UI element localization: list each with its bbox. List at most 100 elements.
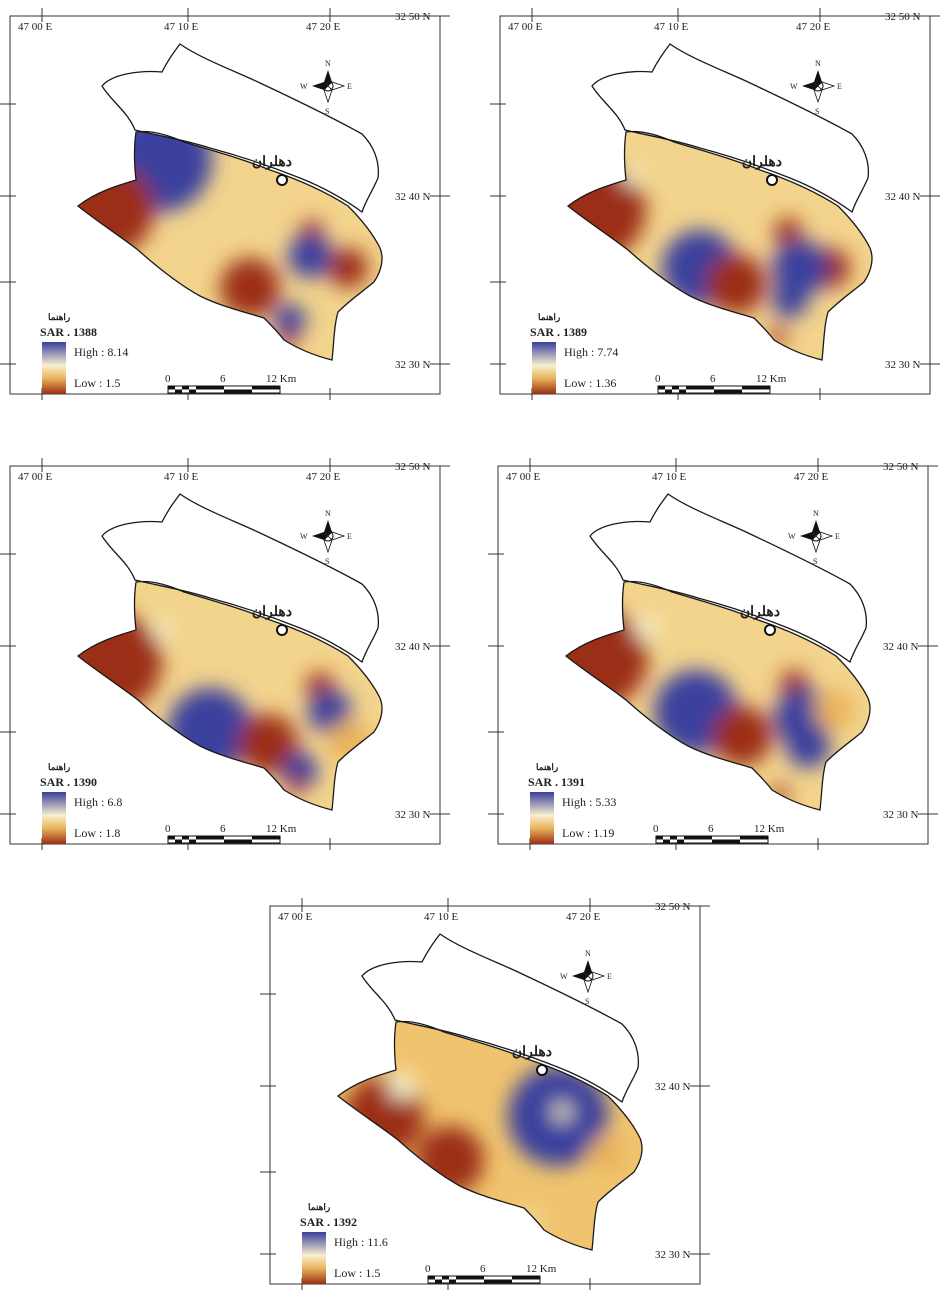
map-svg: 47 00 E 47 10 E 47 20 E 32 50 N 32 40 N …: [260, 898, 710, 1290]
compass-s: S: [325, 107, 329, 116]
legend: راهنما SAR . 1392 High : 11.6 Low : 1.5: [300, 1202, 388, 1284]
legend-heading: راهنما: [538, 312, 560, 323]
sar-spot: [78, 612, 162, 712]
lon-axis: 47 00 E 47 10 E 47 20 E: [508, 8, 831, 400]
northern-boundary: [591, 43, 870, 214]
city-label: دهلران: [512, 1045, 552, 1060]
scale-bar: 0 6 12 Km: [165, 823, 297, 844]
sar-spot: [786, 724, 830, 768]
northern-boundary: [101, 493, 380, 664]
sar-surface: [566, 581, 870, 810]
legend-heading: راهنما: [308, 1202, 330, 1213]
map-svg: 47 00 E 47 10 E 47 20 E 32 50 N 32 40 N …: [0, 458, 450, 850]
legend-title: SAR . 1388: [40, 325, 97, 339]
map-panel-4: 47 00 E 47 10 E 47 20 E 32 50 N 32 40 N …: [488, 450, 938, 850]
lat-label: 32 50 N: [885, 11, 921, 23]
compass-rose-icon: N S E W: [790, 59, 842, 116]
lat-label: 32 40 N: [885, 191, 921, 203]
scale-tick: 6: [710, 373, 716, 385]
sar-spot: [220, 258, 280, 318]
lon-label: 47 20 E: [306, 471, 341, 483]
city-label: دهلران: [742, 155, 782, 170]
scale-bar: 0 6 12 Km: [425, 1263, 557, 1284]
scale-tick: 12 Km: [754, 823, 785, 835]
lon-axis: 47 00 E 47 10 E 47 20 E: [18, 458, 341, 850]
legend: راهنما SAR . 1388 High : 8.14 Low : 1.5: [40, 312, 128, 394]
legend-heading: راهنما: [48, 312, 70, 323]
legend-low: Low : 1.8: [74, 826, 120, 840]
city-marker: دهلران: [252, 155, 292, 186]
lon-axis: 47 00 E 47 10 E 47 20 E: [506, 458, 829, 850]
compass-rose-icon: N S E W: [300, 59, 352, 116]
lat-axis: 32 50 N 32 40 N 32 30 N: [0, 461, 450, 821]
scale-bar: 0 6 12 Km: [653, 823, 785, 844]
sar-spot: [772, 240, 828, 296]
legend-high: High : 5.33: [562, 795, 616, 809]
lon-label: 47 20 E: [794, 471, 829, 483]
compass-n: N: [815, 59, 821, 68]
scale-tick: 0: [165, 823, 171, 835]
scale-tick: 0: [653, 823, 659, 835]
legend: راهنما SAR . 1391 High : 5.33 Low : 1.19: [528, 762, 616, 844]
lat-label: 32 30 N: [883, 809, 919, 821]
compass-w: W: [560, 972, 568, 981]
northern-boundary: [361, 933, 640, 1104]
map-frame: [269, 905, 701, 1285]
city-label: دهلران: [252, 605, 292, 620]
compass-n: N: [813, 509, 819, 518]
northern-boundary: [589, 493, 868, 664]
map-panel-2: 47 00 E 47 10 E 47 20 E 32 50 N 32 40 N …: [490, 0, 940, 400]
sar-spot: [78, 164, 154, 256]
sar-spot: [706, 254, 766, 314]
lon-label: 47 20 E: [306, 21, 341, 33]
compass-rose-icon: N S E W: [560, 949, 612, 1006]
lat-label: 32 40 N: [395, 641, 431, 653]
city-marker: دهلران: [512, 1045, 552, 1076]
city-marker: دهلران: [742, 155, 782, 186]
lat-axis: 32 50 N 32 40 N 32 30 N: [490, 11, 940, 371]
scale-tick: 0: [425, 1263, 431, 1275]
scale-tick: 12 Km: [526, 1263, 557, 1275]
scale-tick: 12 Km: [266, 373, 297, 385]
scale-tick: 6: [220, 823, 226, 835]
lat-label: 32 30 N: [395, 359, 431, 371]
scale-bar: 0 6 12 Km: [165, 373, 297, 394]
study-area-boundary: [564, 580, 871, 811]
lat-label: 32 40 N: [655, 1081, 691, 1093]
sar-spot: [328, 720, 372, 764]
scale-tick: 6: [220, 373, 226, 385]
city-marker: دهلران: [252, 605, 292, 636]
legend-heading: راهنما: [48, 762, 70, 773]
lat-label: 32 30 N: [395, 809, 431, 821]
compass-e: E: [837, 82, 842, 91]
legend-high: High : 6.8: [74, 795, 122, 809]
legend-heading: راهنما: [536, 762, 558, 773]
sar-spot: [566, 608, 648, 708]
compass-s: S: [815, 107, 819, 116]
map-panel-3: 47 00 E 47 10 E 47 20 E 32 50 N 32 40 N …: [0, 450, 450, 850]
map-svg: 47 00 E 47 10 E 47 20 E 32 50 N 32 40 N …: [490, 8, 940, 400]
sar-spot: [416, 1126, 484, 1194]
study-area-boundary: [566, 130, 873, 361]
compass-e: E: [347, 82, 352, 91]
sar-spot: [814, 690, 854, 730]
lon-label: 47 00 E: [508, 21, 543, 33]
city-circle-icon: [766, 174, 778, 186]
city-circle-icon: [536, 1064, 548, 1076]
legend-title: SAR . 1389: [530, 325, 587, 339]
map-panel-5: 47 00 E 47 10 E 47 20 E 32 50 N 32 40 N …: [260, 890, 710, 1290]
legend-high: High : 11.6: [334, 1235, 388, 1249]
legend-low: Low : 1.5: [334, 1266, 380, 1280]
compass-w: W: [300, 532, 308, 541]
city-label: دهلران: [740, 605, 780, 620]
compass-w: W: [790, 82, 798, 91]
legend-low: Low : 1.36: [564, 376, 616, 390]
lat-label: 32 30 N: [655, 1249, 691, 1261]
scale-tick: 6: [708, 823, 714, 835]
sar-spot: [288, 234, 332, 278]
sar-spot: [152, 620, 172, 640]
sar-spot: [388, 1072, 416, 1100]
sar-spot: [328, 248, 368, 288]
sar-spot: [238, 714, 298, 774]
lat-axis: 32 50 N 32 40 N 32 30 N: [260, 901, 710, 1261]
